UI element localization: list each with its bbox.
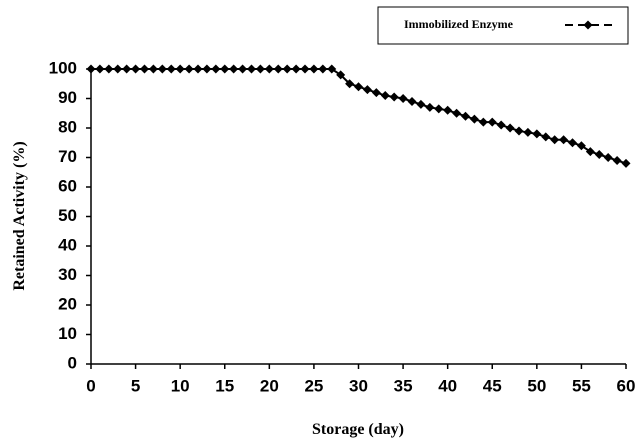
x-tick-label: 60 xyxy=(617,376,636,395)
x-tick-label: 0 xyxy=(86,376,95,395)
point xyxy=(407,96,417,106)
point xyxy=(416,99,426,109)
point xyxy=(140,64,149,74)
point xyxy=(229,64,239,74)
point xyxy=(193,64,203,74)
point xyxy=(603,153,613,162)
y-tick-label: 10 xyxy=(58,324,77,343)
y-tick-label: 90 xyxy=(58,88,77,107)
y-tick-label: 30 xyxy=(58,265,77,284)
point xyxy=(398,94,408,103)
point xyxy=(354,82,363,92)
point xyxy=(95,64,105,74)
point xyxy=(345,79,355,89)
point xyxy=(157,64,167,74)
y-tick-label: 70 xyxy=(58,147,77,166)
point xyxy=(568,138,577,148)
point xyxy=(104,64,114,74)
y-tick-label: 40 xyxy=(58,235,77,254)
point xyxy=(505,123,515,133)
point xyxy=(612,155,622,165)
y-tick-label: 20 xyxy=(58,294,77,313)
point xyxy=(469,114,479,124)
x-tick-label: 5 xyxy=(131,376,140,395)
legend-marker xyxy=(583,20,593,30)
x-axis-label: Storage (day) xyxy=(312,421,404,438)
x-tick-label: 20 xyxy=(260,376,279,395)
point xyxy=(621,158,631,168)
x-tick-label: 30 xyxy=(349,376,368,395)
point xyxy=(362,85,372,95)
point xyxy=(434,104,444,114)
point xyxy=(211,64,221,74)
y-tick-label: 60 xyxy=(58,176,77,195)
point xyxy=(131,64,141,74)
point xyxy=(496,120,506,130)
point xyxy=(238,64,248,74)
y-tick-label: 100 xyxy=(49,58,77,77)
y-tick-label: 0 xyxy=(68,353,77,372)
point xyxy=(532,129,542,139)
point xyxy=(282,64,292,74)
legend-label: Immobilized Enzyme xyxy=(404,17,514,31)
point xyxy=(576,141,586,151)
x-tick-label: 25 xyxy=(304,376,323,395)
point xyxy=(327,64,337,74)
x-tick-label: 45 xyxy=(483,376,502,395)
point xyxy=(148,64,158,74)
point xyxy=(247,64,256,74)
point xyxy=(487,117,497,127)
point xyxy=(273,64,283,74)
x-tick-label: 50 xyxy=(527,376,546,395)
point xyxy=(113,64,123,74)
point xyxy=(371,88,381,98)
point xyxy=(585,147,595,157)
x-tick-label: 40 xyxy=(438,376,457,395)
point xyxy=(452,108,462,118)
point xyxy=(443,105,453,115)
point xyxy=(461,111,470,121)
point xyxy=(318,64,328,74)
point xyxy=(291,64,301,74)
point xyxy=(425,102,435,112)
point xyxy=(336,70,346,80)
point xyxy=(541,132,551,142)
point xyxy=(202,64,212,74)
y-axis-label: Retained Activity (%) xyxy=(11,141,28,290)
point xyxy=(122,64,132,74)
point xyxy=(594,150,604,160)
point xyxy=(175,64,185,74)
point xyxy=(300,64,310,74)
point xyxy=(559,135,569,145)
point xyxy=(86,64,96,74)
y-tick-label: 80 xyxy=(58,117,77,136)
x-tick-label: 35 xyxy=(394,376,413,395)
y-tick-label: 50 xyxy=(58,206,77,225)
x-tick-label: 55 xyxy=(572,376,591,395)
point xyxy=(514,126,524,136)
x-tick-label: 15 xyxy=(215,376,234,395)
point xyxy=(166,64,176,74)
point xyxy=(523,127,533,137)
point xyxy=(184,64,194,74)
point xyxy=(478,117,488,127)
point xyxy=(380,91,390,101)
point xyxy=(264,64,274,74)
point xyxy=(550,135,560,145)
point xyxy=(309,64,319,74)
point xyxy=(220,64,230,74)
point xyxy=(255,64,265,74)
x-tick-label: 10 xyxy=(171,376,190,395)
point xyxy=(389,92,399,102)
